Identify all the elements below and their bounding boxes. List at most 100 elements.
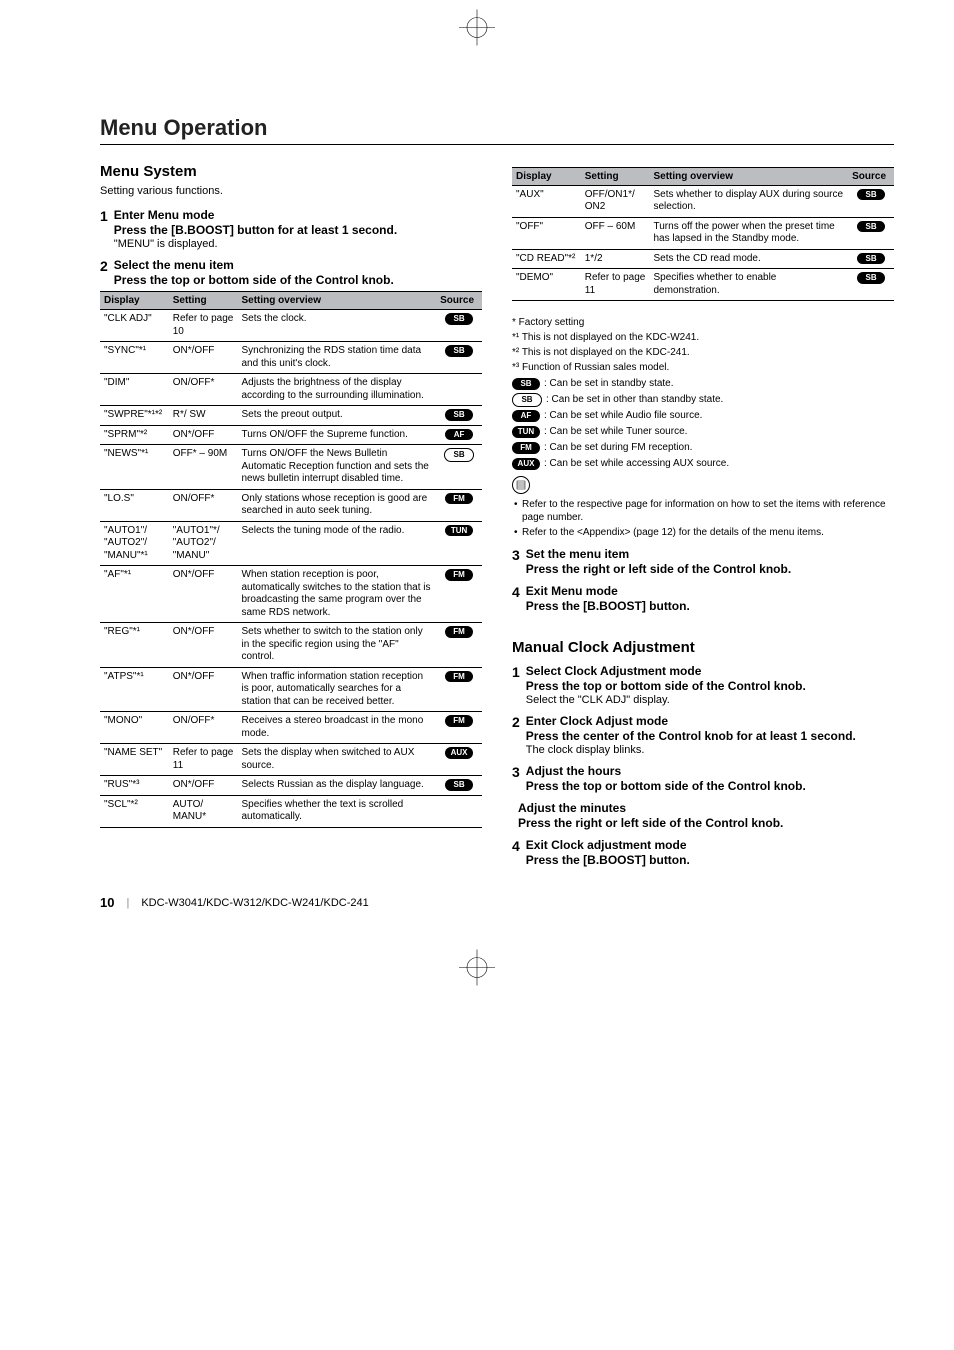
- step: 4 Exit Menu mode Press the [B.BOOST] but…: [512, 584, 894, 613]
- table-row: "REG"*¹ ON*/OFF Sets whether to switch t…: [100, 623, 482, 668]
- source-badge: AUX: [512, 458, 540, 470]
- cell-overview: Sets the CD read mode.: [650, 249, 849, 269]
- step-number: 2: [100, 258, 108, 287]
- cell-display: "AF"*¹: [100, 566, 169, 623]
- cell-source: SB: [436, 776, 482, 796]
- step-note: Select the "CLK ADJ" display.: [526, 694, 894, 706]
- step-title: Enter Clock Adjust mode: [526, 714, 894, 728]
- source-badge: SB: [857, 221, 885, 233]
- cell-setting: ON/OFF*: [169, 374, 238, 406]
- legend-row: TUN : Can be set while Tuner source.: [512, 424, 894, 439]
- cell-setting: ON*/OFF: [169, 342, 238, 374]
- table-header: Source: [848, 167, 894, 185]
- cell-overview: Receives a stereo broadcast in the mono …: [238, 712, 437, 744]
- cell-setting: OFF/ON1*/ ON2: [581, 185, 650, 217]
- cell-source: FM: [436, 489, 482, 521]
- cell-overview: Sets the preout output.: [238, 406, 437, 426]
- step: 1 Select Clock Adjustment mode Press the…: [512, 664, 894, 706]
- cell-overview: Turns ON/OFF the News Bulletin Automatic…: [238, 445, 437, 490]
- cell-display: "ATPS"*¹: [100, 667, 169, 712]
- legend-row: AUX : Can be set while accessing AUX sou…: [512, 456, 894, 471]
- cell-overview: Turns off the power when the preset time…: [650, 217, 849, 249]
- note-bullet: Refer to the respective page for informa…: [512, 498, 894, 524]
- cell-overview: Adjusts the brightness of the display ac…: [238, 374, 437, 406]
- table-row: "ATPS"*¹ ON*/OFF When traffic informatio…: [100, 667, 482, 712]
- left-column: Menu System Setting various functions. 1…: [100, 163, 482, 868]
- cell-display: "DIM": [100, 374, 169, 406]
- step-instruction: Press the [B.BOOST] button for at least …: [114, 223, 482, 237]
- source-badge: FM: [445, 626, 473, 638]
- cell-display: "SCL"*²: [100, 795, 169, 827]
- step-instruction: Press the top or bottom side of the Cont…: [526, 679, 894, 693]
- table-row: "RUS"*³ ON*/OFF Selects Russian as the d…: [100, 776, 482, 796]
- cell-overview: Synchronizing the RDS station time data …: [238, 342, 437, 374]
- table-header: Source: [436, 292, 482, 310]
- cell-overview: Turns ON/OFF the Supreme function.: [238, 425, 437, 445]
- step: 3 Set the menu item Press the right or l…: [512, 547, 894, 576]
- step-title: Exit Menu mode: [526, 584, 894, 598]
- step-title: Select Clock Adjustment mode: [526, 664, 894, 678]
- footer-divider: |: [126, 897, 129, 909]
- cell-display: "MONO": [100, 712, 169, 744]
- step-note: "MENU" is displayed.: [114, 238, 482, 250]
- cell-source: TUN: [436, 521, 482, 566]
- step: 2 Enter Clock Adjust mode Press the cent…: [512, 714, 894, 756]
- cell-display: "AUTO1"/ "AUTO2"/ "MANU"*¹: [100, 521, 169, 566]
- crosshair-icon: [457, 948, 497, 993]
- source-badge: SB: [857, 189, 885, 201]
- note-factory: * Factory setting: [512, 315, 894, 330]
- legend-text: : Can be set while Tuner source.: [544, 424, 687, 439]
- table-header: Display: [512, 167, 581, 185]
- table-header: Display: [100, 292, 169, 310]
- cell-overview: Specifies whether the text is scrolled a…: [238, 795, 437, 827]
- step-title: Select the menu item: [114, 258, 482, 272]
- cell-overview: Sets whether to display AUX during sourc…: [650, 185, 849, 217]
- cell-setting: R*/ SW: [169, 406, 238, 426]
- cell-display: "SWPRE"*¹*²: [100, 406, 169, 426]
- cell-setting: ON*/OFF: [169, 776, 238, 796]
- cell-setting: OFF* – 90M: [169, 445, 238, 490]
- source-badge: SB: [512, 378, 540, 390]
- cell-source: FM: [436, 667, 482, 712]
- note-2: *² This is not displayed on the KDC-241.: [512, 345, 894, 360]
- note-3: *³ Function of Russian sales model.: [512, 360, 894, 375]
- table-header: Setting overview: [238, 292, 437, 310]
- legend-text: : Can be set in other than standby state…: [546, 392, 723, 407]
- table-row: "OFF" OFF – 60M Turns off the power when…: [512, 217, 894, 249]
- cell-display: "LO.S": [100, 489, 169, 521]
- cell-source: FM: [436, 712, 482, 744]
- table-row: "AF"*¹ ON*/OFF When station reception is…: [100, 566, 482, 623]
- cell-setting: OFF – 60M: [581, 217, 650, 249]
- cell-overview: Selects the tuning mode of the radio.: [238, 521, 437, 566]
- step-title: Enter Menu mode: [114, 208, 482, 222]
- notes-block: * Factory setting *¹ This is not display…: [512, 315, 894, 539]
- menu-system-intro: Setting various functions.: [100, 184, 482, 198]
- cell-source: SB: [436, 310, 482, 342]
- source-badge: SB: [445, 313, 473, 325]
- cell-setting: Refer to page 10: [169, 310, 238, 342]
- source-badge: FM: [445, 671, 473, 683]
- source-badge: FM: [512, 442, 540, 454]
- cell-overview: Sets the clock.: [238, 310, 437, 342]
- cell-display: "DEMO": [512, 269, 581, 301]
- step-title: Set the menu item: [526, 547, 894, 561]
- cell-display: "NEWS"*¹: [100, 445, 169, 490]
- step: 3 Adjust the hours Press the top or bott…: [512, 764, 894, 793]
- step-instruction: Press the top or bottom side of the Cont…: [526, 779, 894, 793]
- cell-source: SB: [848, 185, 894, 217]
- registration-bottom: [0, 950, 954, 990]
- step-instruction: Press the center of the Control knob for…: [526, 729, 894, 743]
- info-icon: [512, 476, 530, 494]
- cell-overview: When station reception is poor, automati…: [238, 566, 437, 623]
- source-badge: SB: [512, 393, 542, 407]
- cell-overview: When traffic information station recepti…: [238, 667, 437, 712]
- cell-source: SB: [848, 249, 894, 269]
- legend-row: SB : Can be set in standby state.: [512, 376, 894, 391]
- step: 1 Enter Menu mode Press the [B.BOOST] bu…: [100, 208, 482, 250]
- cell-setting: ON*/OFF: [169, 623, 238, 668]
- table-row: "NAME SET" Refer to page 11 Sets the dis…: [100, 744, 482, 776]
- cell-setting: AUTO/ MANU*: [169, 795, 238, 827]
- step-number: 3: [512, 764, 520, 793]
- cell-setting: Refer to page 11: [581, 269, 650, 301]
- table-row: "SYNC"*¹ ON*/OFF Synchronizing the RDS s…: [100, 342, 482, 374]
